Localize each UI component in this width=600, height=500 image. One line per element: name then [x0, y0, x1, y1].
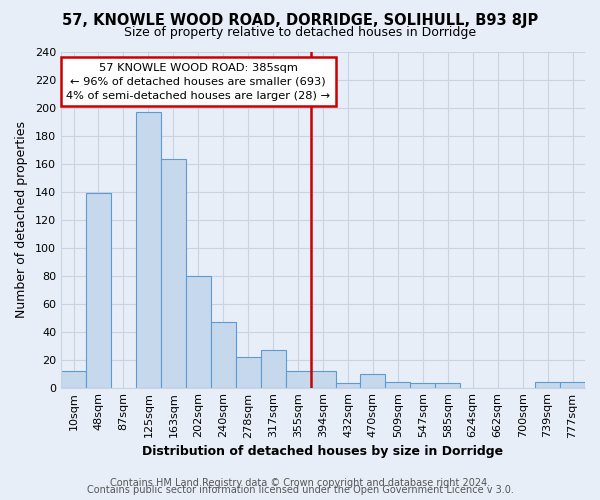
Bar	[86, 193, 111, 388]
Bar	[286, 371, 311, 388]
Bar	[560, 382, 585, 388]
Bar	[410, 384, 436, 388]
Bar	[335, 384, 361, 388]
Y-axis label: Number of detached properties: Number of detached properties	[15, 121, 28, 318]
Bar	[385, 382, 410, 388]
Text: Size of property relative to detached houses in Dorridge: Size of property relative to detached ho…	[124, 26, 476, 39]
Text: 57, KNOWLE WOOD ROAD, DORRIDGE, SOLIHULL, B93 8JP: 57, KNOWLE WOOD ROAD, DORRIDGE, SOLIHULL…	[62, 12, 538, 28]
Bar	[260, 350, 286, 388]
Bar	[186, 276, 211, 388]
Bar	[161, 160, 186, 388]
Text: 57 KNOWLE WOOD ROAD: 385sqm
← 96% of detached houses are smaller (693)
4% of sem: 57 KNOWLE WOOD ROAD: 385sqm ← 96% of det…	[66, 62, 330, 100]
Text: Contains HM Land Registry data © Crown copyright and database right 2024.: Contains HM Land Registry data © Crown c…	[110, 478, 490, 488]
X-axis label: Distribution of detached houses by size in Dorridge: Distribution of detached houses by size …	[142, 444, 503, 458]
Bar	[61, 371, 86, 388]
Bar	[535, 382, 560, 388]
Bar	[236, 357, 260, 388]
Bar	[436, 384, 460, 388]
Text: Contains public sector information licensed under the Open Government Licence v : Contains public sector information licen…	[86, 485, 514, 495]
Bar	[361, 374, 385, 388]
Bar	[211, 322, 236, 388]
Bar	[311, 371, 335, 388]
Bar	[136, 112, 161, 388]
